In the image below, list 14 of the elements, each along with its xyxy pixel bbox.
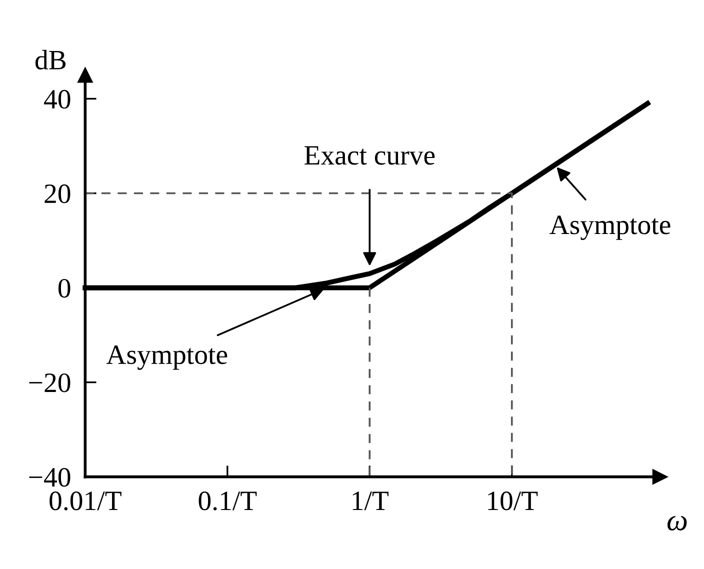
x-tick-label: 0.01/T [50, 492, 122, 510]
y-tick-label: 20 [44, 184, 70, 204]
annotation: Exact curve [304, 146, 435, 165]
y-tick-label: 0 [58, 278, 70, 298]
y-tick-label: 40 [44, 90, 70, 109]
y-tick-label: −20 [29, 373, 70, 392]
x-tick-label: 10/T [488, 492, 538, 510]
y-tick-label: −40 [29, 468, 70, 487]
x-tick-label: 1/T [352, 492, 388, 510]
annotation: Asymptote [106, 345, 228, 370]
y-axis-title: dB [35, 50, 66, 70]
x-tick-label: 0.1/T [198, 492, 257, 510]
annotation: Asymptote [550, 216, 670, 240]
x-axis-title: ω [667, 516, 687, 530]
